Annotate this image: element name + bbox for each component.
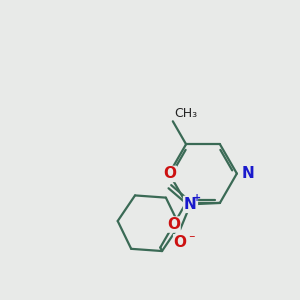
Text: ⁻: ⁻ bbox=[188, 233, 195, 246]
Text: O: O bbox=[167, 217, 180, 232]
Text: O: O bbox=[174, 235, 187, 250]
Text: N: N bbox=[241, 166, 254, 181]
Text: CH₃: CH₃ bbox=[174, 107, 197, 120]
Text: +: + bbox=[193, 193, 201, 203]
Text: O: O bbox=[164, 167, 176, 182]
Text: N: N bbox=[184, 197, 197, 212]
